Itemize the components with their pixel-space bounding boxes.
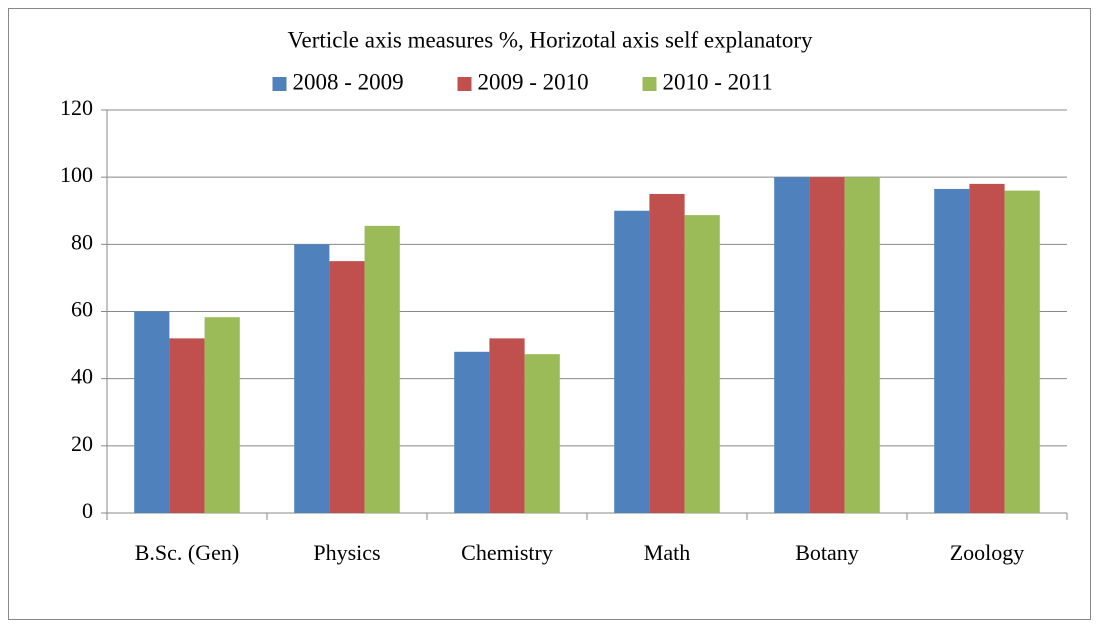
y-tick-label: 40 <box>71 364 93 389</box>
legend-swatch <box>272 77 287 91</box>
bar <box>454 351 490 513</box>
bar <box>294 244 330 514</box>
bar <box>969 183 1005 513</box>
x-tick-label: Botany <box>795 540 859 565</box>
x-tick-label: Zoology <box>950 540 1025 565</box>
bar <box>649 193 685 514</box>
x-tick-label: Physics <box>313 540 380 565</box>
x-tick-label: Chemistry <box>461 540 553 565</box>
bar <box>329 261 365 513</box>
bar <box>364 225 400 514</box>
y-tick-label: 20 <box>71 431 93 456</box>
y-tick-label: 120 <box>60 95 93 120</box>
chart-title: Verticle axis measures %, Horizotal axis… <box>288 27 813 52</box>
bar <box>489 338 525 513</box>
bar <box>809 177 845 513</box>
y-tick-label: 0 <box>82 498 93 523</box>
legend-swatch <box>457 77 472 91</box>
bar <box>934 188 970 513</box>
legend-label: 2009 - 2010 <box>478 69 589 94</box>
y-tick-label: 60 <box>71 297 93 322</box>
bar <box>774 177 810 513</box>
x-tick-label: B.Sc. (Gen) <box>135 540 239 565</box>
bar <box>169 338 205 513</box>
bar <box>524 354 560 513</box>
legend-swatch <box>642 77 657 91</box>
bar <box>844 177 880 513</box>
y-tick-label: 100 <box>60 162 93 187</box>
bar <box>1004 190 1040 513</box>
chart-frame <box>8 8 1091 620</box>
y-tick-label: 80 <box>71 229 93 254</box>
legend-label: 2008 - 2009 <box>293 69 404 94</box>
bar <box>614 210 650 513</box>
bar <box>134 311 170 513</box>
x-tick-label: Math <box>644 540 690 565</box>
bar <box>684 215 720 513</box>
bar <box>204 317 240 513</box>
legend-label: 2010 - 2011 <box>663 69 773 94</box>
